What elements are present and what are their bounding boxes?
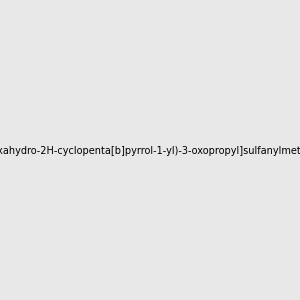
- Text: 2-[[3-(3,3a,4,5,6,6a-hexahydro-2H-cyclopenta[b]pyrrol-1-yl)-3-oxopropyl]sulfanyl: 2-[[3-(3,3a,4,5,6,6a-hexahydro-2H-cyclop…: [0, 146, 300, 157]
